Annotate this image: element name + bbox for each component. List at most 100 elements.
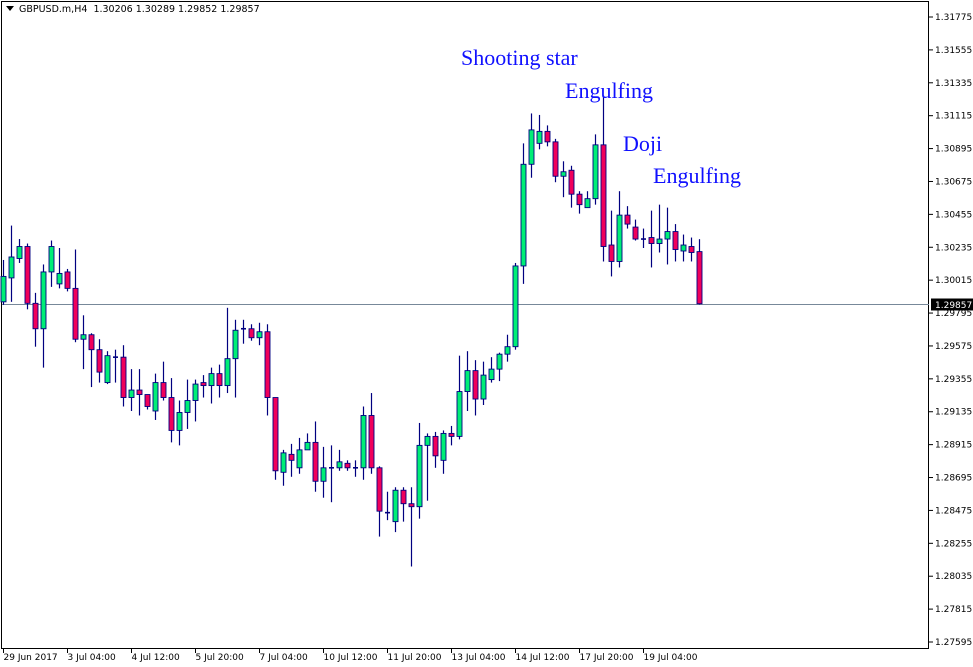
candle [272, 397, 279, 480]
candle-body-bear [688, 246, 695, 253]
candle [480, 361, 487, 406]
candle [280, 449, 287, 486]
price-tick-label: 1.28915 [935, 441, 972, 451]
price-tick-label: 1.31335 [935, 79, 972, 89]
candle [688, 237, 695, 262]
time-tick-label: 29 Jun 2017 [4, 653, 58, 663]
candle-body-bear [448, 432, 455, 437]
candle [329, 445, 334, 503]
time-tick-label: 19 Jul 04:00 [644, 653, 698, 663]
candle [320, 446, 327, 498]
candle [624, 206, 631, 229]
candle-body-bull [80, 334, 87, 340]
candle [200, 375, 207, 398]
candle-body-bull [304, 441, 311, 451]
candle [448, 425, 455, 446]
candle [592, 134, 599, 205]
current-price-text: 1.29857 [935, 301, 972, 311]
candle [241, 319, 246, 344]
price-tick-label: 1.29795 [935, 309, 972, 319]
candle [72, 249, 79, 343]
candle [536, 114, 543, 150]
price-tick-label: 1.30455 [935, 210, 972, 220]
candle-body-bear [400, 489, 407, 505]
candle [56, 248, 63, 289]
candle [176, 400, 183, 446]
candle [376, 466, 383, 537]
price-tick-label: 1.29355 [935, 375, 972, 385]
candle [288, 443, 295, 477]
time-axis[interactable]: 29 Jun 2017 3 Jul 04:00 4 Jul 12:00 5 Jul 2… [3, 649, 698, 663]
candle-body-bear [168, 397, 175, 431]
current-price-label-background [931, 298, 973, 311]
candle [168, 378, 175, 443]
candle [296, 437, 303, 474]
candle-body-bear [544, 130, 551, 143]
time-tick-label: 5 Jul 20:00 [196, 653, 245, 663]
candle-body-bull [488, 368, 495, 381]
candle-body-bear [272, 397, 279, 472]
candle-body-bear [120, 356, 127, 398]
price-tick-label: 1.30895 [935, 145, 972, 155]
price-axis[interactable]: 1.31775 1.31555 1.31335 1.31115 1.30895 1.306… [929, 13, 972, 648]
time-tick-label: 11 Jul 20:00 [388, 653, 442, 663]
candle [24, 243, 31, 310]
dropdown-triangle-icon[interactable] [6, 6, 14, 11]
candle [392, 487, 399, 533]
annotation-doji: Doji [623, 131, 663, 156]
candle [416, 422, 423, 519]
ohlc-readout: 1.30206 1.30289 1.29852 1.29857 [93, 4, 260, 15]
candle [385, 491, 390, 521]
candle-body-bull [424, 435, 431, 446]
candle-body-bull [0, 275, 7, 303]
candle [560, 161, 567, 198]
price-tick-label: 1.31115 [935, 112, 972, 122]
candle [584, 191, 591, 209]
candle-body-bear [248, 328, 255, 339]
candle [184, 379, 191, 429]
price-tick-label: 1.29135 [935, 408, 972, 418]
candle-body-bull [104, 355, 111, 384]
candle-body-bear [696, 251, 703, 305]
price-tick-label: 1.31555 [935, 46, 972, 56]
candle-body-bull [560, 171, 567, 177]
candle-body-bear [24, 246, 31, 304]
time-tick-label: 10 Jul 12:00 [324, 653, 378, 663]
candle-body-bull [656, 238, 663, 244]
candle-body-bull [464, 370, 471, 393]
candle [48, 240, 55, 287]
candle [672, 224, 679, 262]
candle [8, 225, 15, 302]
candle [40, 264, 47, 368]
candle [344, 460, 351, 471]
candle-body-bull [520, 163, 527, 267]
candle-body-bear [624, 214, 631, 225]
price-tick-label: 1.29575 [935, 342, 972, 352]
candle-body-bear [368, 415, 375, 469]
candle [568, 165, 575, 208]
candle-body-bull [336, 461, 343, 469]
candle-body-bear [144, 394, 151, 407]
candle-body-bull [56, 272, 63, 285]
candle-body-bull [360, 415, 367, 469]
candle [696, 239, 703, 305]
candle-body-bear [288, 453, 295, 461]
candle [353, 460, 358, 477]
candles [0, 95, 703, 567]
time-tick-label: 4 Jul 12:00 [132, 653, 181, 663]
candle-body-bull [280, 452, 287, 473]
price-tick-label: 1.31775 [935, 13, 972, 23]
candle [520, 143, 527, 284]
candle-body-bear [32, 302, 39, 330]
price-tick-label: 1.30015 [935, 276, 972, 286]
price-tick-label: 1.28475 [935, 506, 972, 516]
candle [32, 292, 39, 347]
candle-body-bear [136, 389, 143, 395]
price-tick-label: 1.28035 [935, 572, 972, 582]
price-tick-label: 1.28255 [935, 539, 972, 549]
annotation-engulfing-2: Engulfing [653, 163, 741, 188]
candle-body-bull [176, 412, 183, 431]
candle-body-bull [536, 130, 543, 144]
